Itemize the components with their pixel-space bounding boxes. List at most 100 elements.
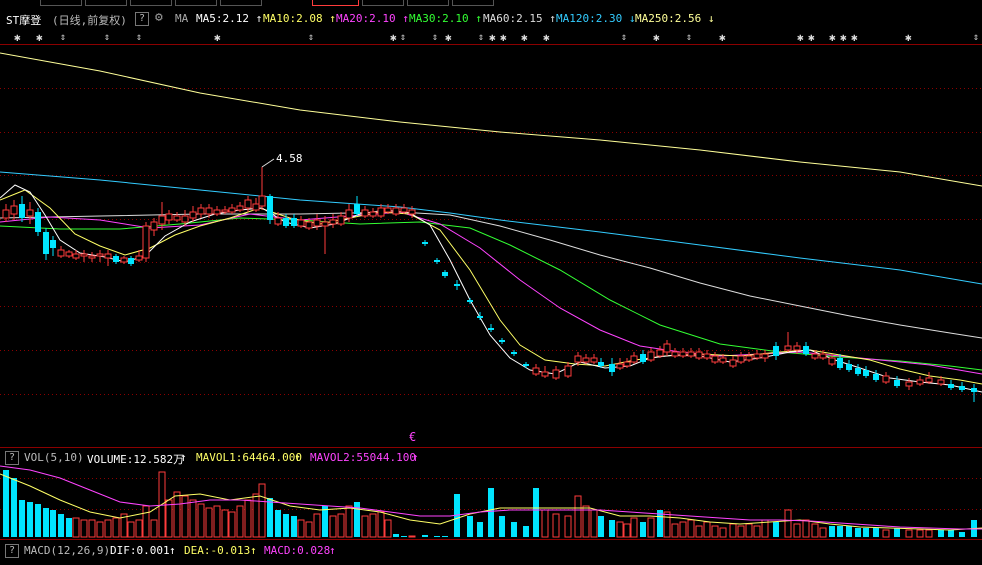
candlestick[interactable] bbox=[773, 342, 779, 360]
candlestick[interactable] bbox=[221, 206, 229, 214]
volume-bar[interactable] bbox=[477, 522, 483, 537]
candlestick[interactable] bbox=[283, 214, 289, 228]
event-marker-icon[interactable]: ✱ bbox=[808, 31, 815, 44]
help-button[interactable]: ? bbox=[135, 12, 149, 26]
volume-bar[interactable] bbox=[488, 488, 494, 537]
volume-bar[interactable] bbox=[337, 513, 345, 538]
volume-bar[interactable] bbox=[623, 523, 631, 538]
volume-bar[interactable] bbox=[784, 509, 792, 538]
macd-help-button[interactable]: ? bbox=[5, 544, 19, 558]
candlestick[interactable] bbox=[761, 350, 769, 362]
candlestick[interactable] bbox=[656, 346, 664, 358]
volume-bar[interactable] bbox=[377, 511, 385, 538]
volume-bar[interactable] bbox=[228, 511, 236, 538]
candlestick[interactable] bbox=[647, 348, 655, 362]
volume-bars[interactable] bbox=[3, 470, 977, 538]
volume-bar[interactable] bbox=[863, 528, 869, 537]
candlestick[interactable] bbox=[803, 342, 809, 356]
macd-indicator-name[interactable]: MACD(12,26,9) bbox=[24, 544, 111, 557]
event-marker-icon[interactable]: ⇕ bbox=[432, 32, 439, 43]
candlestick[interactable] bbox=[719, 354, 727, 364]
candlestick[interactable] bbox=[10, 200, 18, 220]
volume-bar[interactable] bbox=[905, 529, 913, 538]
volume-bar[interactable] bbox=[811, 523, 819, 538]
volume-bar[interactable] bbox=[283, 514, 289, 537]
volume-bar[interactable] bbox=[181, 495, 189, 538]
candlestick[interactable] bbox=[959, 382, 965, 392]
period-tab[interactable] bbox=[130, 0, 172, 6]
event-marker-icon[interactable]: ✱ bbox=[840, 31, 847, 44]
volume-bar[interactable] bbox=[354, 502, 360, 537]
candlestick[interactable] bbox=[173, 212, 181, 222]
candlestick[interactable] bbox=[291, 214, 297, 228]
volume-bar[interactable] bbox=[695, 525, 703, 538]
volume-bar[interactable] bbox=[916, 529, 924, 538]
volume-bar[interactable] bbox=[647, 517, 655, 538]
volume-bar[interactable] bbox=[322, 506, 328, 537]
volume-bar[interactable] bbox=[948, 530, 954, 537]
volume-bar[interactable] bbox=[291, 516, 297, 537]
candlestick[interactable] bbox=[695, 348, 703, 360]
candlestick[interactable] bbox=[228, 204, 236, 214]
candlestick[interactable] bbox=[737, 352, 745, 364]
candlestick[interactable] bbox=[236, 202, 244, 212]
event-marker-icon[interactable]: ✱ bbox=[500, 31, 507, 44]
volume-help-button[interactable]: ? bbox=[5, 451, 19, 465]
volume-bar[interactable] bbox=[938, 530, 944, 537]
volume-bar[interactable] bbox=[582, 505, 590, 538]
volume-bar[interactable] bbox=[802, 519, 810, 538]
candlestick[interactable] bbox=[150, 218, 158, 236]
candlestick[interactable] bbox=[523, 362, 529, 368]
candlestick[interactable] bbox=[905, 378, 913, 390]
event-marker-icon[interactable]: ✱ bbox=[719, 31, 726, 44]
candlestick[interactable] bbox=[96, 250, 104, 262]
candlestick[interactable] bbox=[793, 342, 801, 354]
candlestick[interactable] bbox=[590, 354, 598, 364]
volume-bar[interactable] bbox=[165, 499, 173, 538]
candlestick[interactable] bbox=[313, 214, 321, 230]
volume-bar[interactable] bbox=[829, 526, 835, 537]
volume-bar[interactable] bbox=[384, 519, 392, 538]
volume-bar[interactable] bbox=[150, 519, 158, 538]
candlestick[interactable] bbox=[297, 216, 305, 228]
volume-bar[interactable] bbox=[345, 505, 353, 538]
candlestick[interactable] bbox=[937, 376, 945, 386]
volume-bar[interactable] bbox=[541, 509, 549, 538]
volume-bar[interactable] bbox=[27, 502, 33, 537]
volume-bar[interactable] bbox=[467, 516, 473, 537]
candlestick[interactable] bbox=[882, 372, 890, 384]
event-marker-icon[interactable]: ⇕ bbox=[308, 32, 315, 43]
volume-bar[interactable] bbox=[422, 535, 428, 537]
gear-icon[interactable]: ⚙ bbox=[155, 10, 163, 25]
candlestick[interactable] bbox=[434, 258, 440, 264]
period-tab[interactable] bbox=[85, 0, 127, 6]
period-tab[interactable] bbox=[175, 0, 217, 6]
volume-bar[interactable] bbox=[58, 514, 64, 537]
period-tab[interactable] bbox=[362, 0, 404, 6]
volume-bar[interactable] bbox=[142, 505, 150, 538]
volume-bar[interactable] bbox=[552, 513, 560, 538]
candlestick[interactable] bbox=[488, 324, 494, 332]
period-tab[interactable] bbox=[40, 0, 82, 6]
candlestick[interactable] bbox=[784, 332, 792, 352]
volume-bar[interactable] bbox=[112, 517, 120, 538]
candlestick[interactable] bbox=[894, 376, 900, 388]
event-marker-icon[interactable]: ✱ bbox=[797, 31, 804, 44]
volume-bar[interactable] bbox=[361, 515, 369, 538]
volume-bar[interactable] bbox=[609, 520, 615, 537]
candlestick[interactable] bbox=[80, 250, 88, 262]
volume-bar[interactable] bbox=[408, 535, 416, 538]
volume-bar[interactable] bbox=[687, 519, 695, 538]
volume-bar[interactable] bbox=[657, 510, 663, 537]
candlestick[interactable] bbox=[467, 298, 473, 304]
event-marker-icon[interactable]: ✱ bbox=[36, 31, 43, 44]
candlestick[interactable] bbox=[244, 196, 252, 212]
candlestick[interactable] bbox=[120, 256, 128, 264]
candlestick[interactable] bbox=[511, 350, 517, 356]
event-marker-icon[interactable]: ✱ bbox=[214, 31, 221, 44]
volume-bar[interactable] bbox=[66, 518, 72, 537]
volume-bar[interactable] bbox=[533, 488, 539, 537]
volume-bar[interactable] bbox=[679, 521, 687, 538]
candlestick[interactable] bbox=[855, 364, 861, 376]
